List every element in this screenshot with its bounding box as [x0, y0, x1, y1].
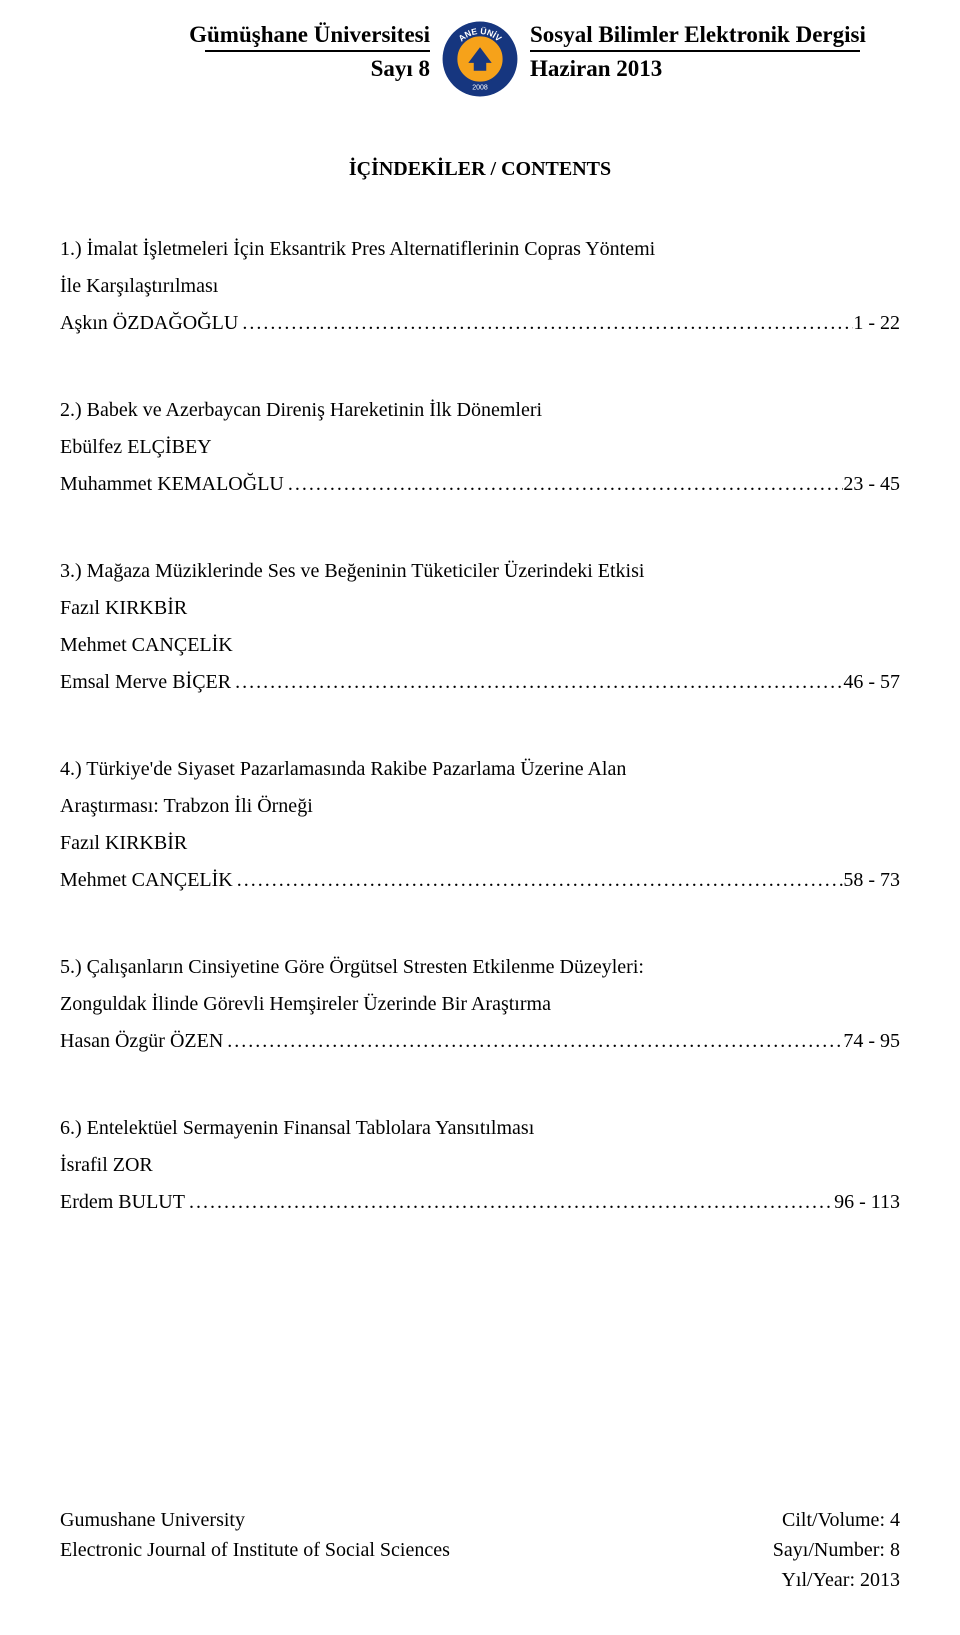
journal-name: Sosyal Bilimler Elektronik Dergisi — [530, 22, 900, 48]
issue-number: Sayı 8 — [60, 56, 430, 82]
entry-title-cont: Araştırması: Trabzon İli Örneği — [60, 788, 900, 825]
entry-author-pages: Emsal Merve BİÇER ......................… — [60, 664, 900, 701]
entry-author-pages: Mehmet CANÇELİK ........................… — [60, 862, 900, 899]
contents-heading: İÇİNDEKİLER / CONTENTS — [60, 158, 900, 181]
toc-entry: 6.) Entelektüel Sermayenin Finansal Tabl… — [60, 1110, 900, 1221]
page-header: Gümüşhane Üniversitesi Sayı 8 ANE ÜNİV 2… — [60, 20, 900, 98]
toc-entry: 3.) Mağaza Müziklerinde Ses ve Beğeninin… — [60, 553, 900, 701]
entry-author: Mehmet CANÇELİK — [60, 627, 900, 664]
entry-pages: 46 - 57 — [843, 664, 900, 701]
entry-author: Ebülfez ELÇİBEY — [60, 429, 900, 466]
entry-title-cont: Zonguldak İlinde Görevli Hemşireler Üzer… — [60, 986, 900, 1023]
entry-title: 2.) Babek ve Azerbaycan Direniş Hareketi… — [60, 392, 900, 429]
leader-dots: ........................................… — [185, 1184, 834, 1221]
university-name: Gümüşhane Üniversitesi — [60, 22, 430, 48]
header-right: Sosyal Bilimler Elektronik Dergisi Hazir… — [530, 20, 900, 82]
leader-dots: ........................................… — [231, 664, 843, 701]
toc-entry: 2.) Babek ve Azerbaycan Direniş Hareketi… — [60, 392, 900, 503]
toc-entry: 5.) Çalışanların Cinsiyetine Göre Örgüts… — [60, 949, 900, 1060]
entry-author: Emsal Merve BİÇER — [60, 664, 231, 701]
entry-author: Fazıl KIRKBİR — [60, 825, 900, 862]
divider-right — [530, 50, 860, 52]
footer-right: Cilt/Volume: 4 Sayı/Number: 8 Yıl/Year: … — [773, 1505, 900, 1595]
leader-dots: ........................................… — [233, 862, 844, 899]
footer-journal: Electronic Journal of Institute of Socia… — [60, 1535, 450, 1565]
footer-volume: Cilt/Volume: 4 — [773, 1505, 900, 1535]
entry-pages: 96 - 113 — [834, 1184, 900, 1221]
footer-number: Sayı/Number: 8 — [773, 1535, 900, 1565]
toc-entry: 1.) İmalat İşletmeleri İçin Eksantrik Pr… — [60, 231, 900, 342]
page-footer: Gumushane University Electronic Journal … — [60, 1505, 900, 1595]
entry-title: 3.) Mağaza Müziklerinde Ses ve Beğeninin… — [60, 553, 900, 590]
svg-text:2008: 2008 — [472, 84, 488, 91]
footer-university: Gumushane University — [60, 1505, 450, 1535]
entry-pages: 23 - 45 — [843, 466, 900, 503]
issue-date: Haziran 2013 — [530, 56, 900, 82]
leader-dots: ........................................… — [238, 305, 853, 342]
leader-dots: ........................................… — [284, 466, 843, 503]
entry-author-pages: Muhammet KEMALOĞLU .....................… — [60, 466, 900, 503]
entry-pages: 58 - 73 — [843, 862, 900, 899]
entry-author: Fazıl KIRKBİR — [60, 590, 900, 627]
entry-author: Hasan Özgür ÖZEN — [60, 1023, 223, 1060]
entry-author: İsrafil ZOR — [60, 1147, 900, 1184]
entry-author-pages: Aşkın ÖZDAĞOĞLU ........................… — [60, 305, 900, 342]
entry-title: 6.) Entelektüel Sermayenin Finansal Tabl… — [60, 1110, 900, 1147]
entry-author: Erdem BULUT — [60, 1184, 185, 1221]
university-logo-icon: ANE ÜNİV 2008 — [441, 20, 519, 98]
entry-author: Muhammet KEMALOĞLU — [60, 466, 284, 503]
header-left: Gümüşhane Üniversitesi Sayı 8 — [60, 20, 430, 82]
entry-title: 1.) İmalat İşletmeleri İçin Eksantrik Pr… — [60, 231, 900, 268]
entry-author-pages: Erdem BULUT ............................… — [60, 1184, 900, 1221]
footer-left: Gumushane University Electronic Journal … — [60, 1505, 450, 1595]
entry-pages: 1 - 22 — [853, 305, 900, 342]
footer-year: Yıl/Year: 2013 — [773, 1565, 900, 1595]
entry-author-pages: Hasan Özgür ÖZEN .......................… — [60, 1023, 900, 1060]
logo-container: ANE ÜNİV 2008 — [430, 20, 530, 98]
entry-pages: 74 - 95 — [843, 1023, 900, 1060]
contents-list: 1.) İmalat İşletmeleri İçin Eksantrik Pr… — [60, 231, 900, 1221]
entry-title-cont: İle Karşılaştırılması — [60, 268, 900, 305]
divider-left — [205, 50, 430, 52]
leader-dots: ........................................… — [223, 1023, 843, 1060]
entry-title: 4.) Türkiye'de Siyaset Pazarlamasında Ra… — [60, 751, 900, 788]
entry-title: 5.) Çalışanların Cinsiyetine Göre Örgüts… — [60, 949, 900, 986]
toc-entry: 4.) Türkiye'de Siyaset Pazarlamasında Ra… — [60, 751, 900, 899]
entry-author: Aşkın ÖZDAĞOĞLU — [60, 305, 238, 342]
entry-author: Mehmet CANÇELİK — [60, 862, 233, 899]
